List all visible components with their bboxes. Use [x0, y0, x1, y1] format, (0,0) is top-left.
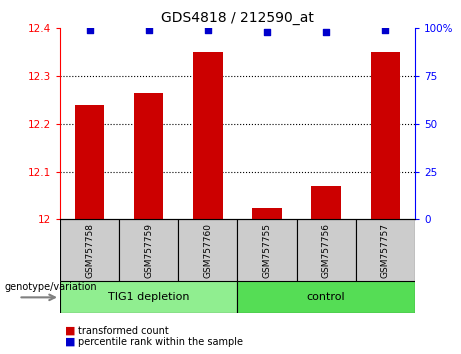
Bar	[60, 281, 237, 313]
Bar	[237, 281, 415, 313]
Bar	[60, 219, 119, 281]
Title: GDS4818 / 212590_at: GDS4818 / 212590_at	[161, 11, 314, 24]
Point	[204, 27, 212, 33]
Text: transformed count: transformed count	[78, 326, 169, 336]
Text: ■: ■	[65, 326, 75, 336]
Text: percentile rank within the sample: percentile rank within the sample	[78, 337, 243, 347]
Text: GSM757760: GSM757760	[203, 223, 213, 278]
Bar	[119, 219, 178, 281]
Text: genotype/variation: genotype/variation	[5, 282, 97, 292]
Bar	[252, 207, 282, 219]
Bar	[178, 219, 237, 281]
Text: GSM757755: GSM757755	[262, 223, 272, 278]
Bar	[311, 186, 341, 219]
Text: GSM757757: GSM757757	[381, 223, 390, 278]
Bar	[75, 105, 104, 219]
Point	[86, 27, 93, 33]
Text: GSM757759: GSM757759	[144, 223, 153, 278]
Point	[145, 27, 152, 33]
Bar	[237, 219, 296, 281]
Bar	[134, 93, 164, 219]
Text: ■: ■	[65, 337, 75, 347]
Text: control: control	[307, 292, 345, 302]
Bar	[371, 52, 400, 219]
Bar	[296, 219, 356, 281]
Point	[322, 29, 330, 35]
Text: TIG1 depletion: TIG1 depletion	[108, 292, 189, 302]
Bar	[193, 52, 223, 219]
Bar	[356, 219, 415, 281]
Text: GSM757756: GSM757756	[322, 223, 331, 278]
Point	[263, 29, 271, 35]
Point	[382, 27, 389, 33]
Text: GSM757758: GSM757758	[85, 223, 94, 278]
